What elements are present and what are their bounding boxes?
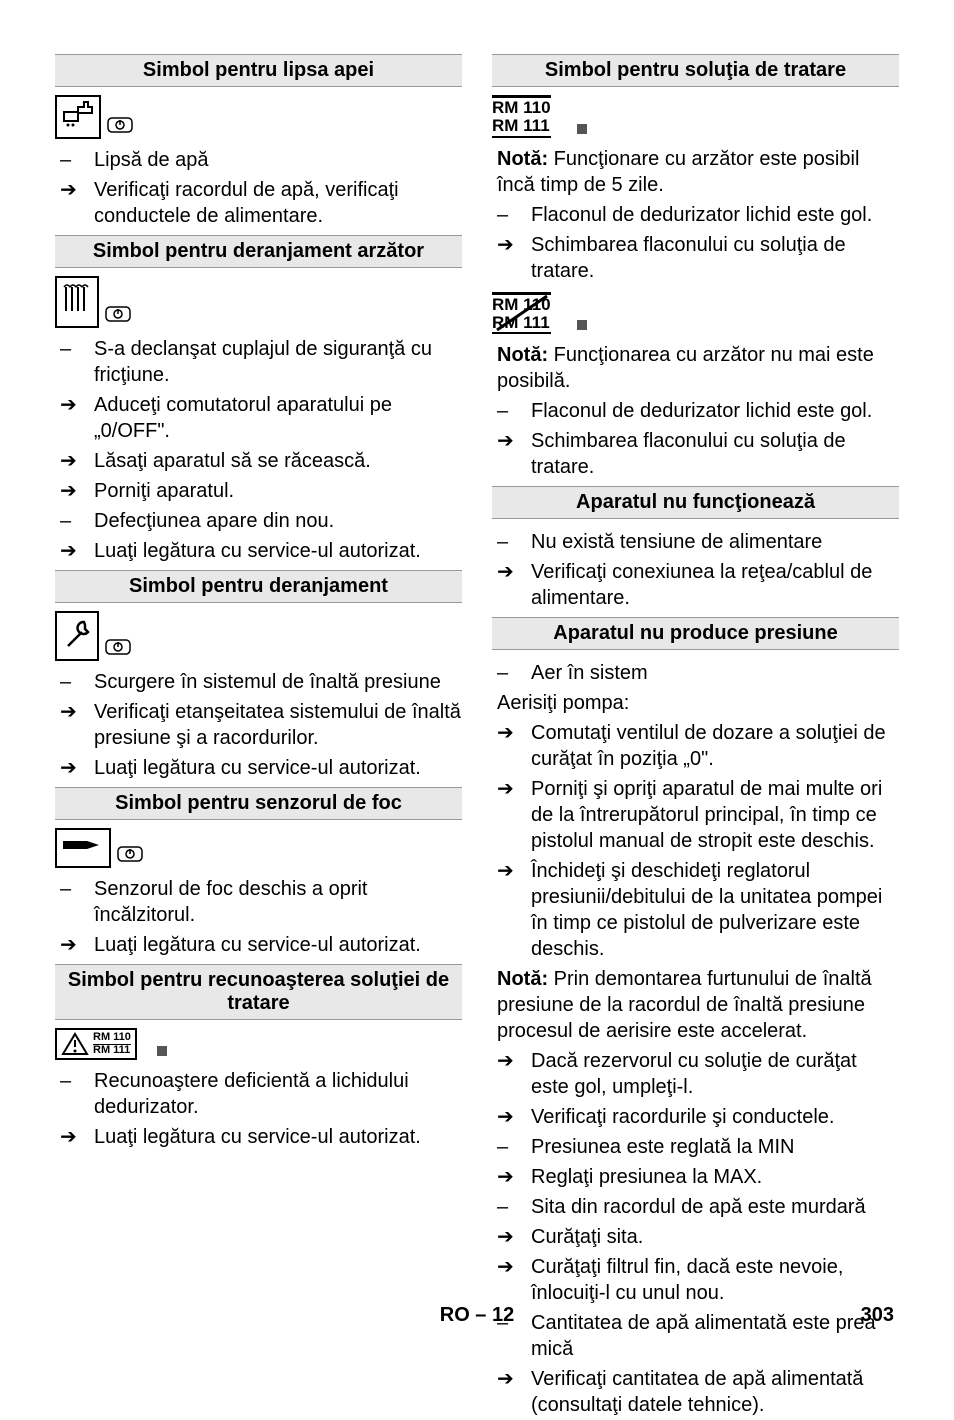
faucet-icon [55, 95, 101, 139]
blink-icon [157, 1046, 167, 1056]
left-column: Simbol pentru lipsa apei –Lipsă de apă ➔… [55, 50, 462, 1420]
fire-sensor-icon [55, 828, 111, 868]
list-item: –Lipsă de apă [55, 145, 462, 175]
list-item: ➔Reglaţi presiunea la MAX. [492, 1162, 899, 1192]
list-item: ➔Curăţaţi filtrul fin, dacă este nevoie,… [492, 1252, 899, 1308]
list-item: –Scurgere în sistemul de înaltă presiune [55, 667, 462, 697]
list-item: ➔Curăţaţi sita. [492, 1222, 899, 1252]
note-text: Notă: Funcţionare cu arzător este posibi… [492, 144, 899, 200]
list-item: –Flaconul de dedurizator lichid este gol… [492, 200, 899, 230]
list-item: –Aer în sistem [492, 658, 899, 688]
heading-water: Simbol pentru lipsa apei [55, 54, 462, 87]
list-item: ➔Verificaţi cantitatea de apă alimentată… [492, 1364, 899, 1420]
power-icon [107, 116, 133, 139]
right-column: Simbol pentru soluţia de tratare RM 110 … [492, 50, 899, 1420]
icon-wrench-row [55, 611, 462, 661]
list-item: ➔Verificaţi racordurile şi conductele. [492, 1102, 899, 1132]
list-item: ➔Dacă rezervorul cu soluţie de curăţat e… [492, 1046, 899, 1102]
list-item: ➔Luaţi legătura cu service-ul autorizat. [55, 536, 462, 566]
power-icon [105, 305, 131, 328]
list-item: ➔Închideţi şi deschideţi reglatorul pres… [492, 856, 899, 964]
list-item: ➔Verificaţi etanşeitatea sistemului de î… [55, 697, 462, 753]
list-item: ➔Porniţi şi opriţi aparatul de mai multe… [492, 774, 899, 856]
rm-label-strike-icon: RM 110 RM 111 [492, 292, 551, 335]
icon-fire-row [55, 828, 462, 868]
heading-fire-sensor: Simbol pentru senzorul de foc [55, 787, 462, 820]
list-item: ➔Luaţi legătura cu service-ul autorizat. [55, 753, 462, 783]
heading-recognition: Simbol pentru recunoaşterea soluţiei de … [55, 964, 462, 1020]
list-item: ➔Verificaţi racordul de apă, verificaţi … [55, 175, 462, 231]
heading-malfunction: Simbol pentru deranjament [55, 570, 462, 603]
burner-icon [55, 276, 99, 328]
list-item: ➔Verificaţi conexiunea la reţea/cablul d… [492, 557, 899, 613]
body-text: Aerisiţi pompa: [492, 688, 899, 718]
wrench-icon [55, 611, 99, 661]
heading-no-pressure: Aparatul nu produce presiune [492, 617, 899, 650]
list-item: –Sita din racordul de apă este murdară [492, 1192, 899, 1222]
list-item: ➔Schimbarea flaconului cu soluţia de tra… [492, 230, 899, 286]
blink-icon [577, 320, 587, 330]
list-item: ➔Aduceţi comutatorul aparatului pe „0/OF… [55, 390, 462, 446]
rm-label-icon: RM 110 RM 111 [492, 95, 551, 138]
list-item: ➔Lăsaţi aparatul să se răcească. [55, 446, 462, 476]
heading-treatment: Simbol pentru soluţia de tratare [492, 54, 899, 87]
power-icon [105, 638, 131, 661]
list-item: –Presiunea este reglată la MIN [492, 1132, 899, 1162]
note-text: Notă: Prin demontarea furtunului de înal… [492, 964, 899, 1046]
list-item: ➔Porniţi aparatul. [55, 476, 462, 506]
power-icon [117, 845, 143, 868]
list-item: –Recunoaştere deficientă a lichidului de… [55, 1066, 462, 1122]
footer-label: RO – 12 [0, 1304, 954, 1327]
note-text: Notă: Funcţionarea cu arzător nu mai est… [492, 340, 899, 396]
heading-not-working: Aparatul nu funcţionează [492, 486, 899, 519]
icon-warning-row: RM 110 RM 111 [55, 1028, 462, 1060]
list-item: ➔Luaţi legătura cu service-ul autorizat. [55, 930, 462, 960]
list-item: –Nu există tensiune de alimentare [492, 527, 899, 557]
blink-icon [577, 124, 587, 134]
heading-burner: Simbol pentru deranjament arzător [55, 235, 462, 268]
icon-burner-row [55, 276, 462, 328]
page-number: 303 [861, 1304, 894, 1327]
list-item: –Flaconul de dedurizator lichid este gol… [492, 396, 899, 426]
list-item: –Senzorul de foc deschis a oprit încălzi… [55, 874, 462, 930]
list-item: ➔Schimbarea flaconului cu soluţia de tra… [492, 426, 899, 482]
icon-rm-row-1: RM 110 RM 111 [492, 95, 899, 138]
icon-water-row [55, 95, 462, 139]
icon-rm-row-2: RM 110 RM 111 [492, 292, 899, 335]
list-item: ➔Comutaţi ventilul de dozare a soluţiei … [492, 718, 899, 774]
list-item: –Defecţiunea apare din nou. [55, 506, 462, 536]
list-item: –S-a declanşat cuplajul de siguranţă cu … [55, 334, 462, 390]
list-item: ➔Luaţi legătura cu service-ul autorizat. [55, 1122, 462, 1152]
warning-rm-icon: RM 110 RM 111 [55, 1028, 137, 1060]
